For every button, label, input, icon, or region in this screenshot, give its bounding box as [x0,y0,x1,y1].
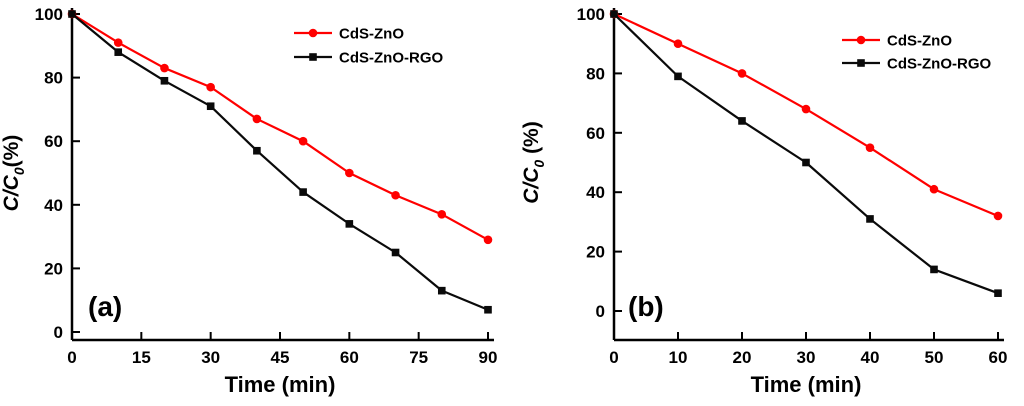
x-tick-label: 90 [479,348,498,367]
data-point-square [206,102,215,111]
series-CdS-ZnO [609,9,1003,221]
y-tick-label: 60 [44,132,63,151]
x-tick-label: 15 [132,348,151,367]
data-point-circle [437,210,447,219]
tick-labels: 0 10 20 30 40 50 60 0 20 40 60 80 100 [577,5,1008,367]
series-CdS-ZnO-RGO [68,10,492,314]
y-tick-label: 20 [44,259,63,278]
chart-panel-a: 0 15 30 45 60 75 90 0 20 40 60 80 100 Time (min) C/C0(… [0,5,498,397]
data-point-square [738,117,746,125]
series-CdS-ZnO [67,9,493,245]
legend-label: CdS-ZnO [887,33,952,50]
chart-b: 0 10 20 30 40 50 60 0 20 40 60 80 100 Time (min) C/C0 … [520,5,1008,397]
tick-labels: 0 15 30 45 60 75 90 0 20 40 60 80 100 [35,5,498,367]
x-axis-label: Time (min) [225,372,336,397]
y-axis-label: C/C0(%) [0,135,27,212]
data-point-square [866,215,874,223]
legend-marker-square [309,53,317,61]
data-point-circle [801,104,811,114]
y-tick-label: 100 [577,5,605,24]
data-point-square [437,286,446,295]
y-tick-label: 0 [54,323,63,342]
x-tick-label: 20 [733,348,752,367]
y-axis-label: C/C0 (%) [520,121,547,203]
legend-label: CdS-ZnO [339,26,404,43]
chart-a: 0 15 30 45 60 75 90 0 20 40 60 80 100 Time (min) C/C0(… [0,5,498,397]
data-point-square [160,76,169,85]
y-tick-label: 80 [586,64,605,83]
x-tick-label: 60 [340,348,359,367]
data-point-square [68,10,76,18]
data-point-circle [113,38,123,47]
x-tick-label: 60 [989,348,1008,367]
data-point-circle [298,136,308,146]
data-point-square [994,289,1002,297]
data-point-circle [673,39,683,48]
panel-label: (a) [88,291,122,322]
x-tick-label: 45 [271,348,290,367]
legend-label: CdS-ZnO-RGO [339,50,443,67]
x-tick-label: 0 [67,348,76,367]
y-tick-label: 100 [35,5,63,24]
y-tick-label: 40 [44,196,63,215]
x-axis-label: Time (min) [751,372,862,397]
data-point-square [610,10,618,18]
x-tick-label: 50 [925,348,944,367]
legend: CdS-ZnO CdS-ZnO-RGO [842,33,991,73]
data-point-circle [993,211,1003,221]
x-tick-label: 30 [797,348,816,367]
x-tick-label: 0 [609,348,618,367]
legend-label: CdS-ZnO-RGO [887,56,991,73]
data-point-square [802,158,810,167]
data-point-circle [483,235,493,245]
data-point-square [930,265,938,274]
x-tick-label: 75 [409,348,428,367]
x-tick-label: 30 [201,348,220,367]
data-point-square [345,220,354,228]
data-point-circle [737,69,747,78]
data-point-square [299,188,307,196]
y-tick-label: 20 [586,243,605,262]
data-point-circle [206,82,215,92]
legend-marker-square [857,59,865,67]
data-point-square [484,305,492,314]
data-point-circle [160,63,169,73]
x-tick-label: 40 [861,348,880,367]
data-point-square [391,248,400,257]
data-point-circle [345,168,354,178]
panel-label: (b) [628,291,664,322]
y-tick-label: 80 [44,69,63,88]
x-tick-label: 10 [669,348,688,367]
legend-marker-circle [308,28,318,38]
legend: CdS-ZnO CdS-ZnO-RGO [294,26,443,67]
chart-panel-b: 0 10 20 30 40 50 60 0 20 40 60 80 100 Time (min) C/C0 … [512,0,1024,406]
y-tick-label: 40 [586,183,605,202]
y-tick-label: 60 [586,124,605,143]
data-point-square [253,146,261,155]
series-CdS-ZnO-RGO [610,10,1002,297]
data-point-square [114,48,123,56]
data-point-circle [252,114,262,124]
y-tick-label: 0 [596,302,605,321]
legend-marker-circle [856,35,866,45]
data-point-circle [865,143,875,152]
data-point-circle [391,190,400,200]
data-point-circle [929,184,939,194]
data-point-square [674,72,682,81]
ticks [71,13,489,340]
